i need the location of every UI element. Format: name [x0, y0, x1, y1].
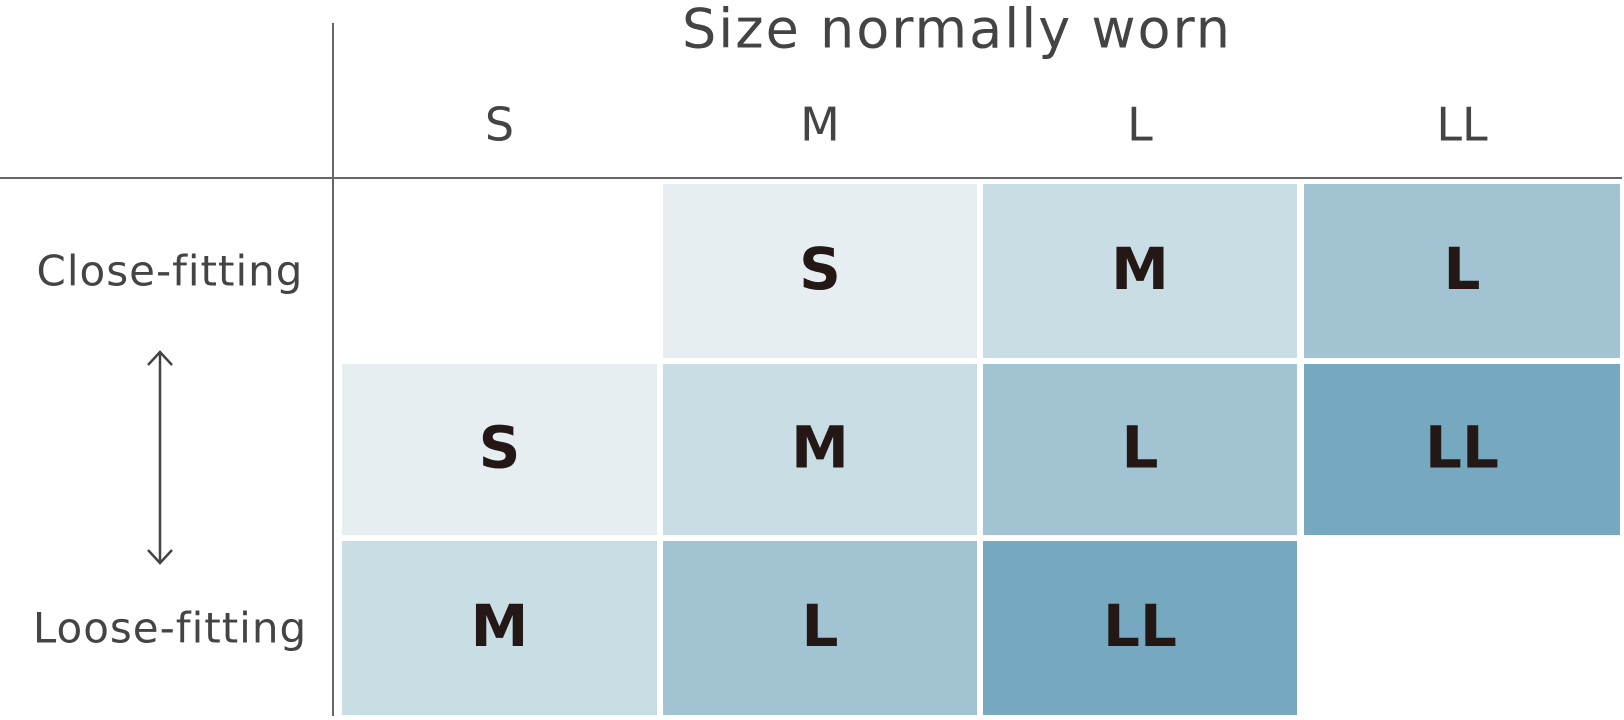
- cell: [983, 184, 1297, 358]
- cell: [342, 541, 657, 715]
- column-header: LL: [1436, 98, 1488, 152]
- cell: [663, 541, 977, 715]
- cell-size: L: [802, 592, 839, 660]
- cell-size: L: [1444, 235, 1481, 303]
- row-label: Loose-fitting: [33, 604, 307, 653]
- cell-size: M: [471, 592, 529, 660]
- cell: [983, 541, 1297, 715]
- cell-size: M: [791, 414, 849, 482]
- cell: [663, 184, 977, 358]
- cell-size: LL: [1425, 414, 1499, 482]
- row-label: Close-fitting: [37, 247, 304, 296]
- cell-size: M: [1111, 235, 1169, 303]
- cell-size: S: [799, 235, 841, 303]
- cell-size: S: [479, 414, 521, 482]
- column-header: L: [1127, 98, 1153, 152]
- cell: [663, 364, 977, 535]
- fit-arrow: [147, 350, 173, 565]
- cell: [342, 364, 657, 535]
- cell-size: LL: [1103, 592, 1177, 660]
- title: Size normally worn: [682, 0, 1232, 61]
- cell: [983, 364, 1297, 535]
- column-header: M: [800, 98, 840, 152]
- column-header: S: [485, 98, 514, 152]
- cell: [1304, 184, 1620, 358]
- cell: [1304, 364, 1620, 535]
- cell-size: L: [1122, 414, 1159, 482]
